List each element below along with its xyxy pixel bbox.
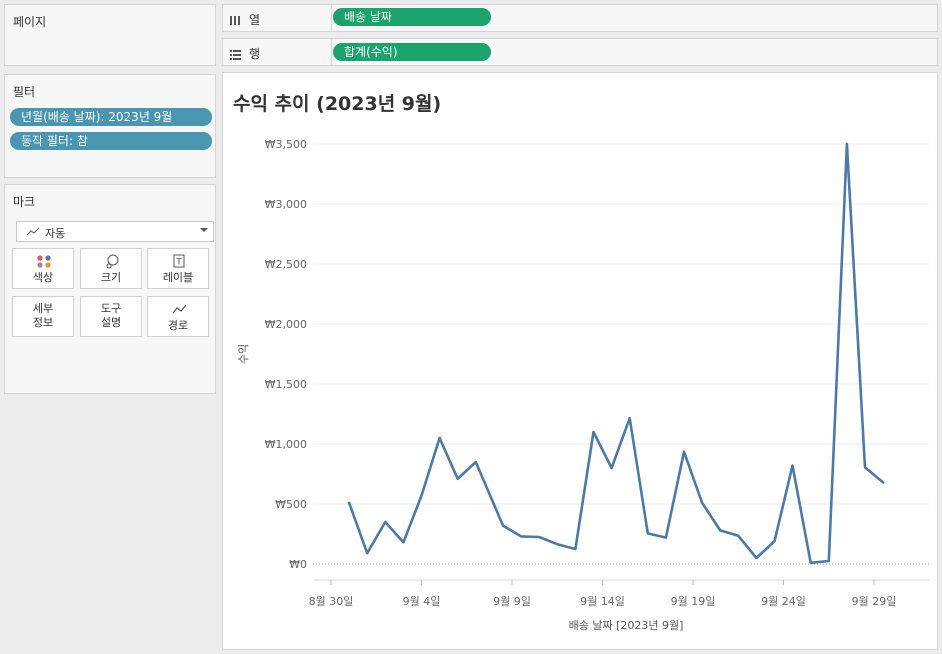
y-tick-label: ₩2,000 [265,318,307,331]
label-button[interactable]: T 레이블 [147,248,209,289]
data-point [718,528,722,532]
data-point [420,494,424,498]
y-tick-label: ₩0 [289,558,307,571]
path-button[interactable]: 경로 [147,296,209,337]
y-tick-label: ₩3,000 [265,198,307,211]
data-point [456,477,460,481]
x-tick-label: 9월 14일 [580,594,625,608]
data-point [845,142,849,146]
filter-pill-month[interactable]: 년월(배송 날짜): 2023년 9월 [10,108,212,126]
columns-field-pill[interactable]: 배송 날짜 [333,8,491,26]
size-button[interactable]: 크기 [80,248,142,289]
rows-field-pill[interactable]: 합계(수익) [333,43,491,61]
data-point [646,531,650,535]
data-point [827,559,831,563]
data-point [809,561,813,565]
data-point [700,501,704,505]
data-point [383,520,387,524]
x-tick-label: 9월 24일 [761,594,806,608]
y-axis-title: 수익 [237,344,250,364]
data-point [347,501,351,505]
data-point [772,539,776,543]
data-point [664,536,668,540]
x-tick-label: 9월 29일 [852,594,897,608]
data-point [628,416,632,420]
color-button[interactable]: 색상 [12,248,74,289]
columns-shelf: 열 배송 날짜 [222,4,938,32]
svg-text:T: T [175,258,182,268]
filters-panel: 필터 년월(배송 날짜): 2023년 9월 동작 필터: 참 [4,74,216,178]
line-chart: ₩0 ₩500 ₩1,000 ₩1,500 ₩2,000 ₩2,500 ₩3,000 ₩3,5… [237,138,929,632]
data-point [610,466,614,470]
y-tick-label: ₩2,500 [265,258,307,271]
data-point [401,540,405,544]
chevron-down-icon [200,228,208,232]
data-point [438,436,442,440]
data-point [682,450,686,454]
data-point [555,542,559,546]
data-point [519,534,523,538]
data-point [365,551,369,555]
filter-pill-action[interactable]: 동작 필터: 참 [10,132,212,150]
color-icon [37,255,51,268]
path-button-label: 경로 [167,319,189,332]
shelf-divider [331,5,332,31]
label-icon: T [173,254,185,268]
marks-panel-title: 마크 [13,195,36,209]
columns-shelf-header: 열 [229,11,260,28]
pages-panel: 페이지 [4,4,216,66]
y-tick-label: ₩500 [275,498,307,511]
filters-panel-title: 필터 [13,85,36,99]
shelf-divider [331,39,332,65]
revenue-line [347,142,885,565]
detail-button-label-1: 세부 [32,302,54,315]
y-tick-label: ₩3,500 [265,138,307,151]
x-tick-label: 8월 30일 [309,594,354,608]
label-button-label: 레이블 [162,271,194,284]
data-point [537,535,541,539]
data-point [863,465,867,469]
color-button-label: 색상 [32,271,54,284]
tooltip-button-label-1: 도구 [100,302,122,315]
x-tick-label: 9월 19일 [671,594,716,608]
size-icon [106,254,119,269]
data-point [881,480,885,484]
data-point [754,556,758,560]
rows-shelf-header: 행 [229,45,260,62]
y-tick-label: ₩1,500 [265,378,307,391]
data-point [736,534,740,538]
detail-button-label-2: 정보 [32,316,54,329]
rows-shelf: 행 합계(수익) [222,38,938,66]
columns-icon [230,15,240,25]
tooltip-button-label-2: 설명 [100,316,122,329]
rows-shelf-label: 행 [249,47,261,61]
line-mark-icon [26,227,40,236]
chart-title: 수익 추이 (2023년 9월) [233,93,442,115]
pages-panel-title: 페이지 [13,15,47,29]
tooltip-button[interactable]: 도구 설명 [80,296,142,337]
path-icon [172,304,187,314]
marks-panel: 마크 자동 색상 크기 T 레이블 세부 정보 도구 설명 [4,184,216,394]
mark-type-dropdown[interactable]: 자동 [16,221,214,242]
y-tick-label: ₩1,000 [265,438,307,451]
mark-type-label: 자동 [45,227,66,240]
data-point [474,460,478,464]
columns-shelf-label: 열 [249,13,261,27]
rows-icon [230,49,241,60]
data-point [591,430,595,434]
data-point [791,464,795,468]
data-point [573,547,577,551]
viz-worksheet: 수익 추이 (2023년 9월) ₩0 ₩500 ₩1,000 ₩1,500 ₩2,00… [222,72,938,650]
x-tick-label: 9월 4일 [403,594,441,608]
data-point [501,524,505,528]
x-axis-title: 배송 날짜 [2023년 9월] [569,619,684,632]
size-button-label: 크기 [100,271,122,284]
x-tick-label: 9월 9일 [493,594,531,608]
detail-button[interactable]: 세부 정보 [12,296,74,337]
